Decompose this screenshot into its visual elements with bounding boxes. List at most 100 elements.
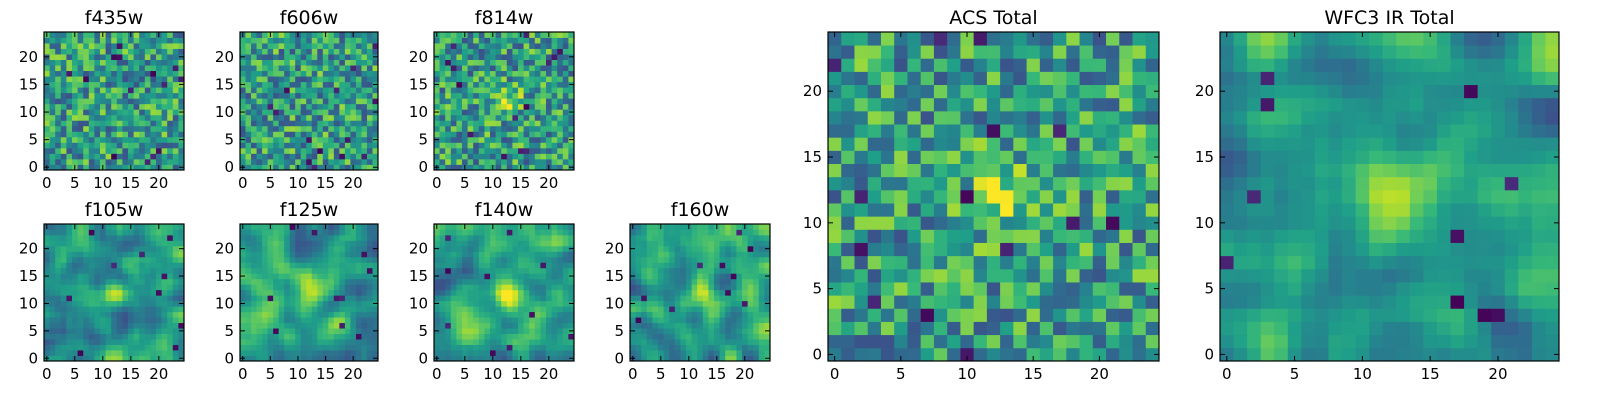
heatmap-cell [122,43,129,49]
heatmap-cell [156,262,162,269]
heatmap-cell [434,344,440,351]
heatmap-cell [344,306,351,313]
heatmap-cell [105,273,112,280]
heatmap-cell [161,240,168,247]
heatmap-cell [333,43,340,49]
heatmap-cell [72,120,78,127]
heatmap-cell [562,164,569,171]
heatmap-cell [178,317,185,324]
heatmap-cell [506,289,513,296]
heatmap-cell [339,300,346,307]
heatmap-cell [473,306,480,313]
heatmap-cell [150,70,157,77]
heatmap-cell [467,164,474,171]
heatmap-cell [167,311,174,318]
heatmap-cell [273,311,280,318]
heatmap-cell [540,322,547,329]
heatmap-cell [333,355,340,362]
heatmap-cell [172,131,179,138]
heatmap-cell [328,37,335,44]
heatmap-cell [116,153,123,160]
heatmap-cell [317,295,324,302]
heatmap-cell [523,344,530,351]
heatmap-cell [167,267,174,274]
heatmap-cell [322,43,329,49]
heatmap-cell [478,131,485,138]
heatmap-cell [100,54,106,60]
heatmap-cell [702,317,709,324]
axes-frame [239,223,379,362]
heatmap-cell [473,328,480,334]
heatmap-cell [144,136,151,143]
heatmap-cell [372,92,379,99]
heatmap-cell [83,125,90,132]
heatmap-cell [55,59,62,66]
heatmap-cell [725,289,732,296]
heatmap-cell [44,153,50,160]
heatmap-cell [77,224,84,230]
heatmap-cell [361,328,368,334]
heatmap-cell [501,300,508,307]
heatmap-cell [161,306,168,313]
heatmap-cell [344,142,351,149]
y-tick-label: 5 [28,322,38,340]
heatmap-cell [551,311,558,318]
heatmap-cell [512,131,519,138]
heatmap-cell [986,176,1001,191]
heatmap-cell [150,333,157,340]
heatmap-cell [150,98,157,105]
heatmap-cell [663,267,670,274]
heatmap-cell [529,234,536,241]
heatmap-cell [66,317,73,324]
heatmap-cell [764,267,771,274]
heatmap-cell [72,131,78,138]
heatmap-cell [361,54,368,60]
heatmap-cell [702,256,709,263]
heatmap-cell [55,92,62,99]
heatmap-cell [167,136,174,143]
heatmap-cell [462,333,468,340]
heatmap-cell [344,344,351,351]
heatmap-cell [1026,308,1041,322]
heatmap-cell [122,164,129,171]
heatmap-cell [105,37,112,44]
heatmap-cell [350,240,357,247]
heatmap-cell [484,251,491,258]
heatmap-cell [139,81,146,88]
heatmap-cell [111,317,118,324]
heatmap-cell [284,114,291,121]
heatmap-cell [322,328,329,334]
x-tick-label: 15 [707,365,726,383]
heatmap-cell [322,344,329,351]
heatmap-cell [144,306,151,313]
heatmap-cell [1053,268,1067,283]
heatmap-cell [306,295,313,302]
heatmap-cell [105,355,112,362]
heatmap-cell [328,87,335,94]
heatmap-cell [273,81,280,88]
heatmap-cell [251,344,257,351]
axes-frame [43,31,185,171]
heatmap-cell [49,65,56,72]
heatmap-cell [529,245,536,252]
heatmap-cell [66,344,73,351]
heatmap-cell [747,328,754,334]
heatmap-cell [506,43,513,49]
heatmap-cell [725,300,732,307]
heatmap-cell [311,317,318,324]
heatmap-cell [284,98,291,105]
heatmap-cell [66,256,73,263]
heatmap-cell [72,70,78,77]
heatmap-cell [439,142,446,149]
heatmap-cell [828,255,842,270]
heatmap-cell [506,32,513,38]
heatmap-cell [467,125,474,132]
heatmap-cell [529,240,536,247]
heatmap-cell [262,322,268,329]
heatmap-cell [907,176,922,191]
heatmap-cell [562,43,569,49]
heatmap-cell [450,278,457,285]
heatmap-cell [116,70,123,77]
heatmap-cell [245,131,252,138]
heatmap-cell [267,70,274,77]
